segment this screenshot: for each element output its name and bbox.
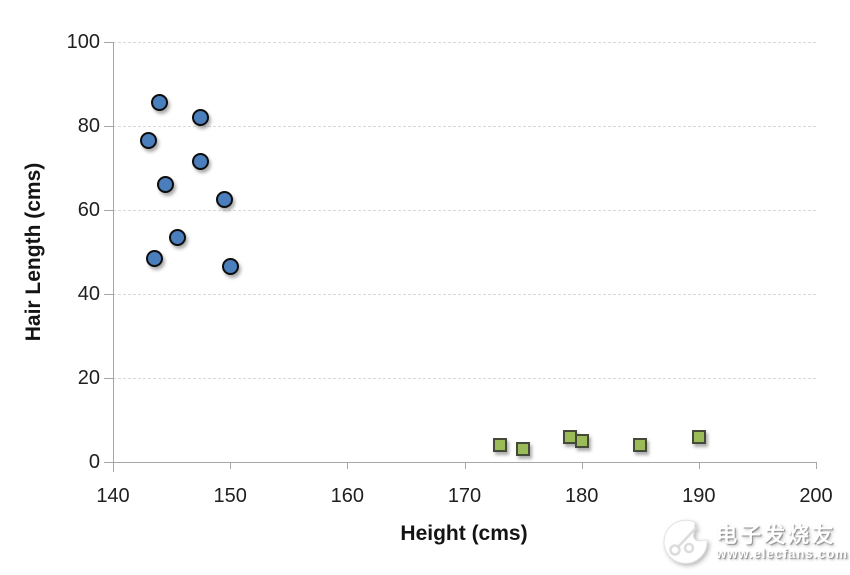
watermark-text-block: 电子发烧友 www.elecfans.com [716, 524, 848, 561]
x-tick-160 [347, 462, 349, 469]
y-tick-100 [104, 42, 113, 43]
x-tick-label-170: 170 [447, 485, 482, 507]
x-tick-label-140: 140 [96, 485, 130, 507]
y-tick-60 [104, 210, 113, 211]
data-point-blue-circles [168, 228, 186, 246]
watermark-brand-text: 电子发烧友 [716, 524, 837, 548]
data-point-green-squares [492, 438, 507, 453]
y-axis-line [113, 42, 114, 472]
x-tick-180 [581, 462, 583, 469]
x-tick-150 [230, 462, 232, 469]
x-tick-170 [464, 462, 466, 469]
data-point-green-squares [574, 434, 589, 448]
data-point-green-squares [516, 442, 531, 457]
x-tick-label-200: 200 [799, 485, 833, 507]
gridline-y-20 [113, 378, 816, 379]
y-tick-label-60: 60 [77, 199, 100, 221]
y-tick-label-100: 100 [66, 31, 100, 53]
data-point-green-squares [633, 438, 648, 453]
gridline-y-80 [113, 126, 816, 127]
gridline-y-40 [113, 294, 816, 295]
x-tick-190 [698, 462, 700, 469]
x-tick-label-150: 150 [213, 485, 247, 507]
x-tick-label-180: 180 [564, 485, 599, 507]
y-tick-80 [104, 126, 113, 127]
data-point-blue-circles [192, 153, 210, 171]
x-tick-label-160: 160 [330, 485, 365, 507]
elecfans-logo-icon [663, 519, 708, 564]
x-axis-title: Height (cms) [400, 522, 528, 545]
gridline-y-100 [113, 42, 816, 43]
data-point-blue-circles [215, 191, 233, 208]
data-point-blue-circles [221, 258, 239, 276]
y-tick-label-20: 20 [77, 367, 100, 389]
watermark: 电子发烧友 www.elecfans.com [662, 519, 848, 567]
gridline-y-60 [113, 210, 816, 211]
data-point-blue-circles [139, 132, 157, 150]
watermark-url-text: www.elecfans.com [716, 546, 848, 562]
data-point-blue-circles [192, 109, 210, 127]
data-point-blue-circles [151, 94, 169, 112]
data-point-green-squares [691, 429, 706, 444]
x-tick-label-190: 190 [682, 485, 716, 507]
x-tick-140 [113, 462, 114, 469]
y-tick-label-0: 0 [88, 451, 100, 473]
y-tick-label-80: 80 [77, 115, 100, 137]
y-tick-label-40: 40 [77, 283, 100, 305]
y-tick-40 [104, 294, 113, 295]
x-tick-200 [816, 462, 817, 469]
data-point-blue-circles [145, 249, 163, 267]
y-axis-title: Hair Length (cms) [22, 162, 45, 342]
y-tick-0 [104, 462, 113, 463]
data-point-blue-circles [157, 176, 175, 194]
y-tick-20 [104, 378, 113, 379]
